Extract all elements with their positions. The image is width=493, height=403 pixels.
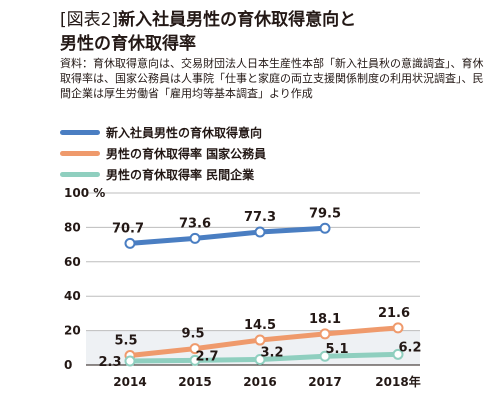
data-point-private-companies-4 (392, 348, 404, 360)
data-label-private-companies-4: 6.2 (398, 340, 421, 355)
data-point-intention-0 (124, 237, 136, 249)
y-tick-label-60: 60 (64, 255, 81, 269)
data-label-intention-0: 70.7 (112, 221, 144, 236)
y-tick-label-0: 0 (64, 358, 72, 372)
legend: 新入社員男性の育休取得意向 男性の育休取得率 国家公務員 男性の育休取得率 民間… (60, 122, 485, 185)
y-tick-label-80: 80 (64, 220, 81, 234)
legend-item-public-servants: 男性の育休取得率 国家公務員 (60, 143, 485, 164)
data-point-intention-1 (189, 232, 201, 244)
data-label-intention-3: 79.5 (309, 206, 341, 221)
data-label-intention-2: 77.3 (244, 210, 276, 225)
data-point-public-servants-2 (254, 334, 266, 346)
data-label-private-companies-3: 5.1 (325, 342, 348, 357)
data-label-private-companies-0: 2.3 (98, 355, 121, 370)
data-label-public-servants-2: 14.5 (244, 318, 276, 333)
data-point-private-companies-2 (254, 353, 266, 365)
chart-title-main: 新入社員男性の育休取得意向と (118, 10, 357, 30)
series-line-intention (127, 225, 328, 246)
data-label-private-companies-2: 3.2 (260, 345, 283, 360)
x-tick-label-3: 2017 (308, 375, 341, 389)
y-tick-label-100: 100 % (64, 186, 105, 200)
chart-title: [図表2]新入社員男性の育休取得意向と 男性の育休取得率 (60, 8, 480, 56)
legend-swatch-private-companies (60, 172, 100, 177)
legend-item-private-companies: 男性の育休取得率 民間企業 (60, 164, 485, 185)
data-label-public-servants-3: 18.1 (309, 312, 341, 327)
data-point-public-servants-1 (189, 343, 201, 355)
legend-item-intention: 新入社員男性の育休取得意向 (60, 122, 485, 143)
data-point-private-companies-1 (189, 354, 201, 366)
legend-label-intention: 新入社員男性の育休取得意向 (106, 126, 263, 140)
data-label-private-companies-1: 2.7 (195, 349, 218, 364)
data-label-public-servants-1: 9.5 (181, 327, 204, 342)
x-tick-label-1: 2015 (178, 375, 211, 389)
legend-label-public-servants: 男性の育休取得率 国家公務員 (106, 147, 267, 161)
y-tick-label-40: 40 (64, 289, 81, 303)
data-label-public-servants-0: 5.5 (114, 334, 137, 349)
figure-number: [図表2] (60, 10, 119, 30)
data-point-public-servants-3 (319, 328, 331, 340)
data-point-private-companies-0 (124, 355, 136, 367)
x-tick-label-0: 2014 (113, 375, 146, 389)
data-point-private-companies-3 (319, 350, 331, 362)
chart-title-line2: 男性の育休取得率 (60, 34, 196, 54)
source-note: 資料：育休取得意向は、交易財団法人日本生産性本部「新入社員秋の意識調査」、育休取… (60, 57, 484, 100)
data-point-public-servants-4 (392, 322, 404, 334)
y-tick-label-20: 20 (64, 324, 81, 338)
data-point-intention-3 (319, 222, 331, 234)
data-label-intention-1: 73.6 (179, 216, 211, 231)
x-tick-label-2: 2016 (243, 375, 276, 389)
data-label-public-servants-4: 21.6 (378, 306, 410, 321)
chart-title-line1: [図表2]新入社員男性の育休取得意向と (60, 8, 480, 32)
legend-swatch-intention (60, 130, 100, 135)
legend-swatch-public-servants (60, 151, 100, 156)
x-tick-label-4: 2018年 (375, 374, 420, 389)
data-point-intention-2 (254, 226, 266, 238)
legend-label-private-companies: 男性の育休取得率 民間企業 (106, 168, 255, 182)
